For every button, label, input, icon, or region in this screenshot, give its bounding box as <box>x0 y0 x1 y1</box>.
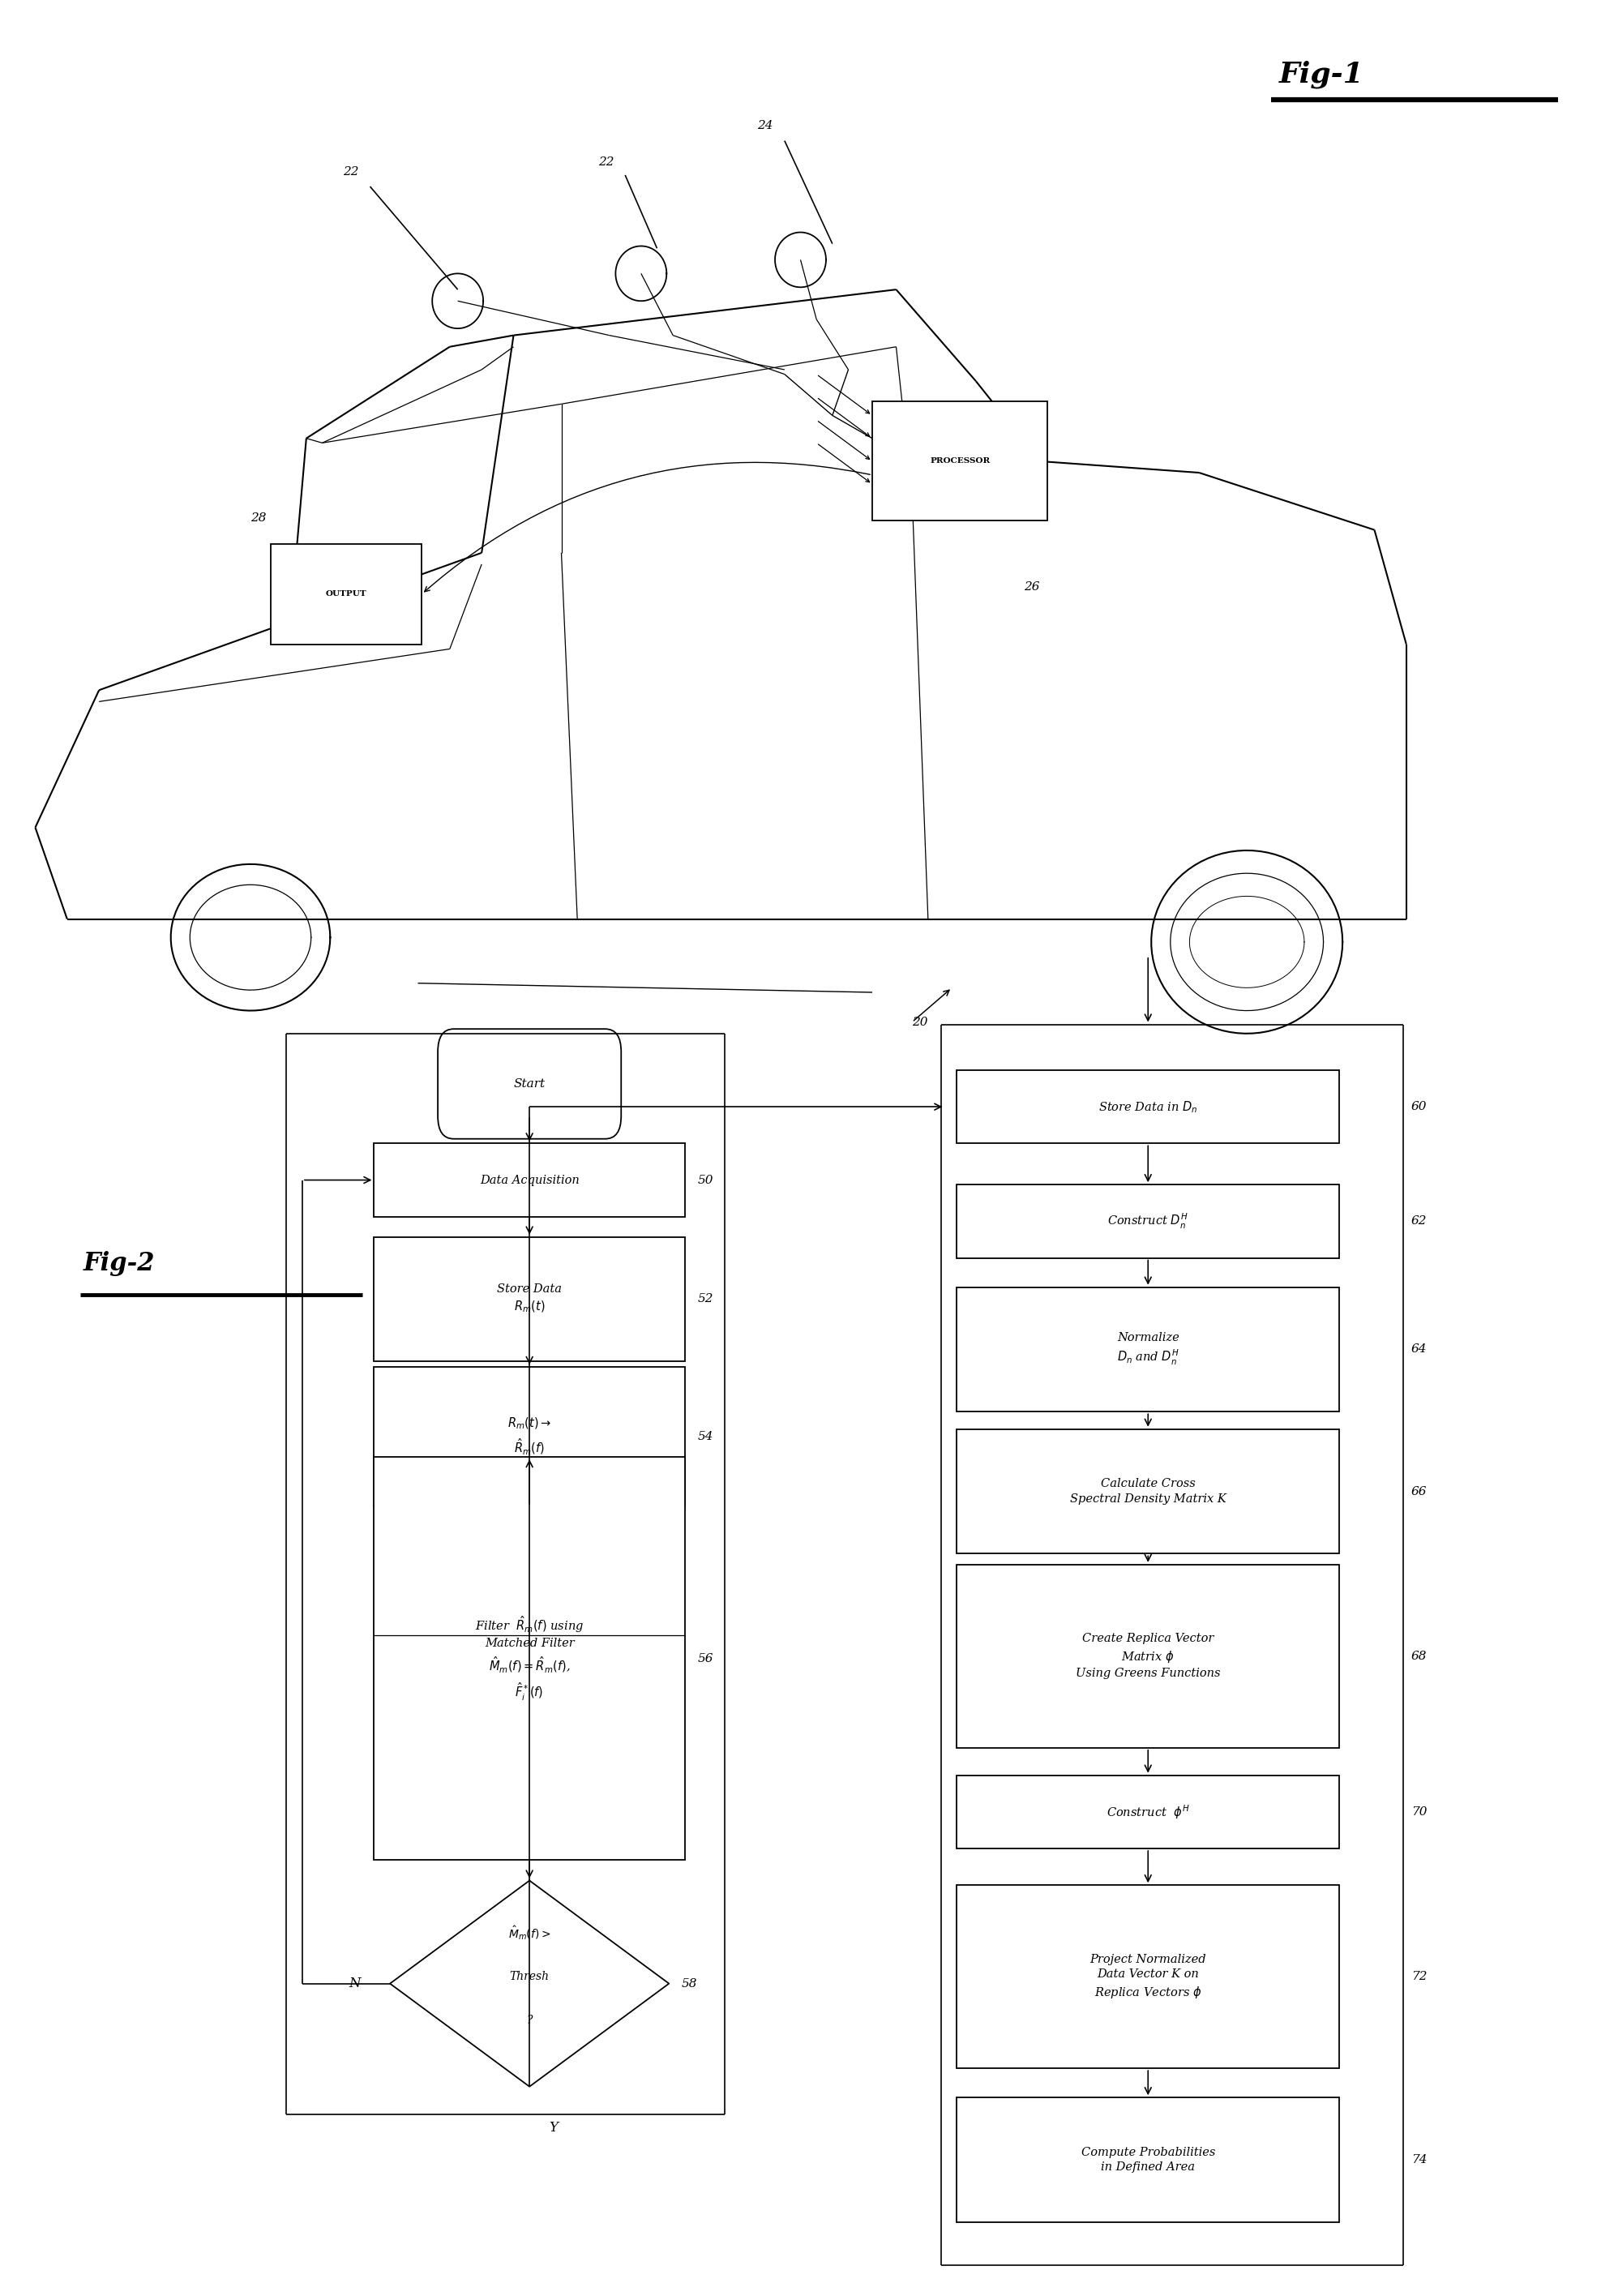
Text: Project Normalized
Data Vector K on
Replica Vectors $\phi$: Project Normalized Data Vector K on Repl… <box>1090 1954 1206 2000</box>
FancyBboxPatch shape <box>957 1775 1340 1848</box>
Text: Fig-1: Fig-1 <box>1279 60 1364 90</box>
Text: 58: 58 <box>682 1977 698 1988</box>
Text: 28: 28 <box>250 512 266 523</box>
Text: 64: 64 <box>1410 1343 1426 1355</box>
Text: 22: 22 <box>599 156 613 168</box>
FancyBboxPatch shape <box>375 1143 685 1217</box>
FancyBboxPatch shape <box>957 1288 1340 1412</box>
FancyBboxPatch shape <box>375 1238 685 1362</box>
Text: ?: ? <box>527 2014 533 2025</box>
FancyBboxPatch shape <box>271 544 423 645</box>
Text: PROCESSOR: PROCESSOR <box>930 457 989 464</box>
Text: 26: 26 <box>1023 581 1039 592</box>
Text: Store Data in $D_n$: Store Data in $D_n$ <box>1098 1100 1198 1114</box>
Text: 24: 24 <box>757 119 773 131</box>
Text: Construct  $\phi^H$: Construct $\phi^H$ <box>1106 1802 1190 1821</box>
Text: 70: 70 <box>1410 1807 1426 1818</box>
Text: 50: 50 <box>698 1173 714 1185</box>
Text: $R_m(t)\rightarrow$
$\hat{R}_m(f)$: $R_m(t)\rightarrow$ $\hat{R}_m(f)$ <box>508 1417 551 1458</box>
Text: 56: 56 <box>698 1653 714 1665</box>
Text: 54: 54 <box>698 1430 714 1442</box>
Text: Start: Start <box>514 1079 546 1091</box>
Text: 62: 62 <box>1410 1215 1426 1226</box>
FancyBboxPatch shape <box>957 1185 1340 1258</box>
Text: 52: 52 <box>698 1293 714 1304</box>
FancyBboxPatch shape <box>957 1564 1340 1747</box>
FancyBboxPatch shape <box>957 1428 1340 1554</box>
Text: $\hat{M}_m(f)>$: $\hat{M}_m(f)>$ <box>508 1924 551 1942</box>
Text: Thresh: Thresh <box>509 1970 549 1981</box>
FancyBboxPatch shape <box>873 402 1047 521</box>
Text: Construct $D_n^H$: Construct $D_n^H$ <box>1108 1212 1188 1231</box>
Text: 68: 68 <box>1410 1651 1426 1662</box>
FancyBboxPatch shape <box>437 1029 621 1139</box>
Text: N: N <box>349 1977 360 1991</box>
Text: 60: 60 <box>1410 1102 1426 1114</box>
Text: 72: 72 <box>1410 1970 1426 1981</box>
FancyBboxPatch shape <box>957 1070 1340 1143</box>
Text: Fig-2: Fig-2 <box>83 1251 155 1277</box>
Text: Store Data
$R_m(t)$: Store Data $R_m(t)$ <box>496 1283 562 1313</box>
Text: Create Replica Vector
Matrix $\phi$
Using Greens Functions: Create Replica Vector Matrix $\phi$ Usin… <box>1076 1632 1220 1678</box>
FancyBboxPatch shape <box>375 1366 685 1506</box>
Text: OUTPUT: OUTPUT <box>325 590 367 597</box>
Text: Compute Probabilities
in Defined Area: Compute Probabilities in Defined Area <box>1081 2147 1215 2172</box>
FancyBboxPatch shape <box>375 1458 685 1860</box>
Text: Y: Y <box>549 2122 557 2135</box>
Text: Filter  $\hat{R}_m(f)$ using
Matched Filter
$\hat{M}_m(f)=\hat{R}_m(f)$,
$\hat{F: Filter $\hat{R}_m(f)$ using Matched Filt… <box>475 1614 584 1704</box>
Text: 66: 66 <box>1410 1486 1426 1497</box>
Text: Normalize
$D_n$ and $D_n^H$: Normalize $D_n$ and $D_n^H$ <box>1117 1332 1180 1366</box>
Text: Data Acquisition: Data Acquisition <box>480 1173 580 1185</box>
FancyBboxPatch shape <box>957 1885 1340 2069</box>
FancyBboxPatch shape <box>957 2099 1340 2223</box>
Text: 74: 74 <box>1410 2154 1426 2165</box>
Text: 22: 22 <box>343 165 359 177</box>
Text: 20: 20 <box>913 1017 929 1029</box>
Text: Calculate Cross
Spectral Density Matrix K: Calculate Cross Spectral Density Matrix … <box>1069 1479 1226 1504</box>
